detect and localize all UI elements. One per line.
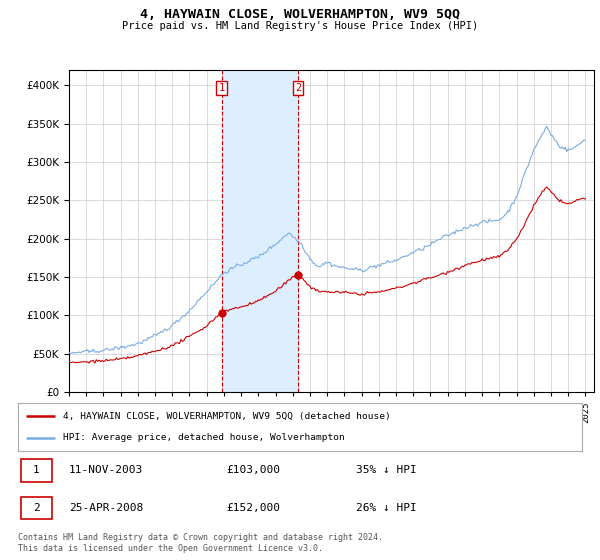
FancyBboxPatch shape [18,403,582,451]
Text: 2: 2 [295,83,301,93]
Text: 1: 1 [218,83,225,93]
Text: 26% ↓ HPI: 26% ↓ HPI [356,503,417,513]
Text: 1: 1 [33,465,40,475]
Text: £103,000: £103,000 [227,465,281,475]
Text: 2: 2 [33,503,40,513]
Text: £152,000: £152,000 [227,503,281,513]
Text: Contains HM Land Registry data © Crown copyright and database right 2024.
This d: Contains HM Land Registry data © Crown c… [18,533,383,553]
Bar [221,70,298,392]
Text: Price paid vs. HM Land Registry's House Price Index (HPI): Price paid vs. HM Land Registry's House … [122,21,478,31]
Text: 25-APR-2008: 25-APR-2008 [69,503,143,513]
Text: 11-NOV-2003: 11-NOV-2003 [69,465,143,475]
FancyBboxPatch shape [21,497,52,519]
Text: HPI: Average price, detached house, Wolverhampton: HPI: Average price, detached house, Wolv… [63,433,345,442]
Text: 4, HAYWAIN CLOSE, WOLVERHAMPTON, WV9 5QQ: 4, HAYWAIN CLOSE, WOLVERHAMPTON, WV9 5QQ [140,8,460,21]
Text: 4, HAYWAIN CLOSE, WOLVERHAMPTON, WV9 5QQ (detached house): 4, HAYWAIN CLOSE, WOLVERHAMPTON, WV9 5QQ… [63,412,391,421]
Text: 35% ↓ HPI: 35% ↓ HPI [356,465,417,475]
FancyBboxPatch shape [21,459,52,482]
